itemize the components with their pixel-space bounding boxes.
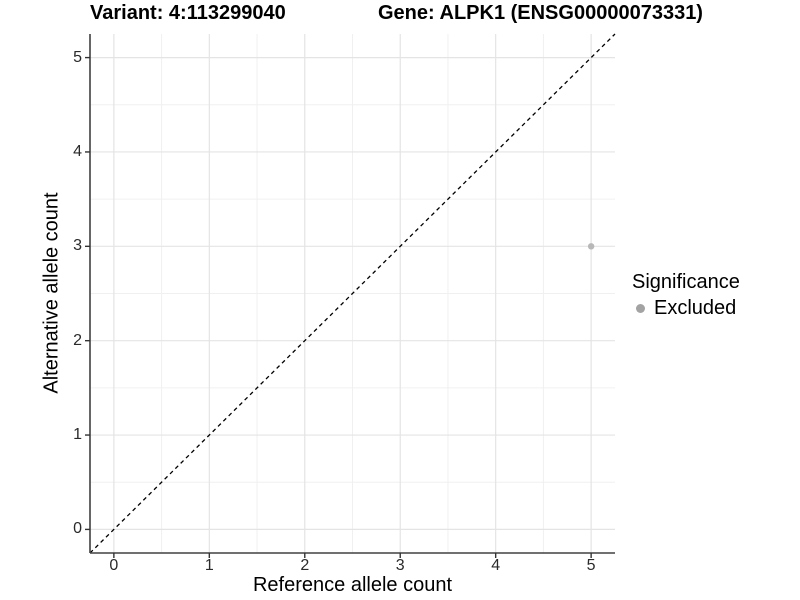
plot-title-variant: Variant: 4:113299040 <box>90 2 286 24</box>
legend-items: Excluded <box>632 296 740 320</box>
plot-panel <box>85 33 616 558</box>
x-tick-label: 1 <box>204 557 214 574</box>
y-tick-label: 1 <box>73 426 82 444</box>
y-axis-label: Alternative allele count <box>40 192 63 394</box>
identity-reference-line <box>89 33 616 554</box>
x-tick-label: 0 <box>109 557 119 574</box>
legend-item-label: Excluded <box>654 296 737 319</box>
x-tick-label: 5 <box>586 557 596 574</box>
y-tick-label: 5 <box>73 48 82 66</box>
legend-item: Excluded <box>632 296 740 320</box>
y-tick-label: 3 <box>73 237 82 255</box>
legend: Significance Excluded <box>632 270 740 320</box>
plot-canvas <box>85 33 616 558</box>
y-tick-label: 0 <box>73 520 82 538</box>
y-tick-label: 2 <box>73 331 82 349</box>
x-tick-label: 4 <box>491 557 501 574</box>
plot-title-gene: Gene: ALPK1 (ENSG00000073331) <box>378 2 703 24</box>
x-axis-label: Reference allele count <box>252 574 452 596</box>
x-tick-label: 2 <box>300 557 310 574</box>
data-point <box>587 243 595 250</box>
legend-point-icon <box>636 303 645 313</box>
legend-title: Significance <box>632 271 740 293</box>
x-tick-label: 3 <box>395 557 405 574</box>
y-tick-label: 4 <box>73 142 82 160</box>
